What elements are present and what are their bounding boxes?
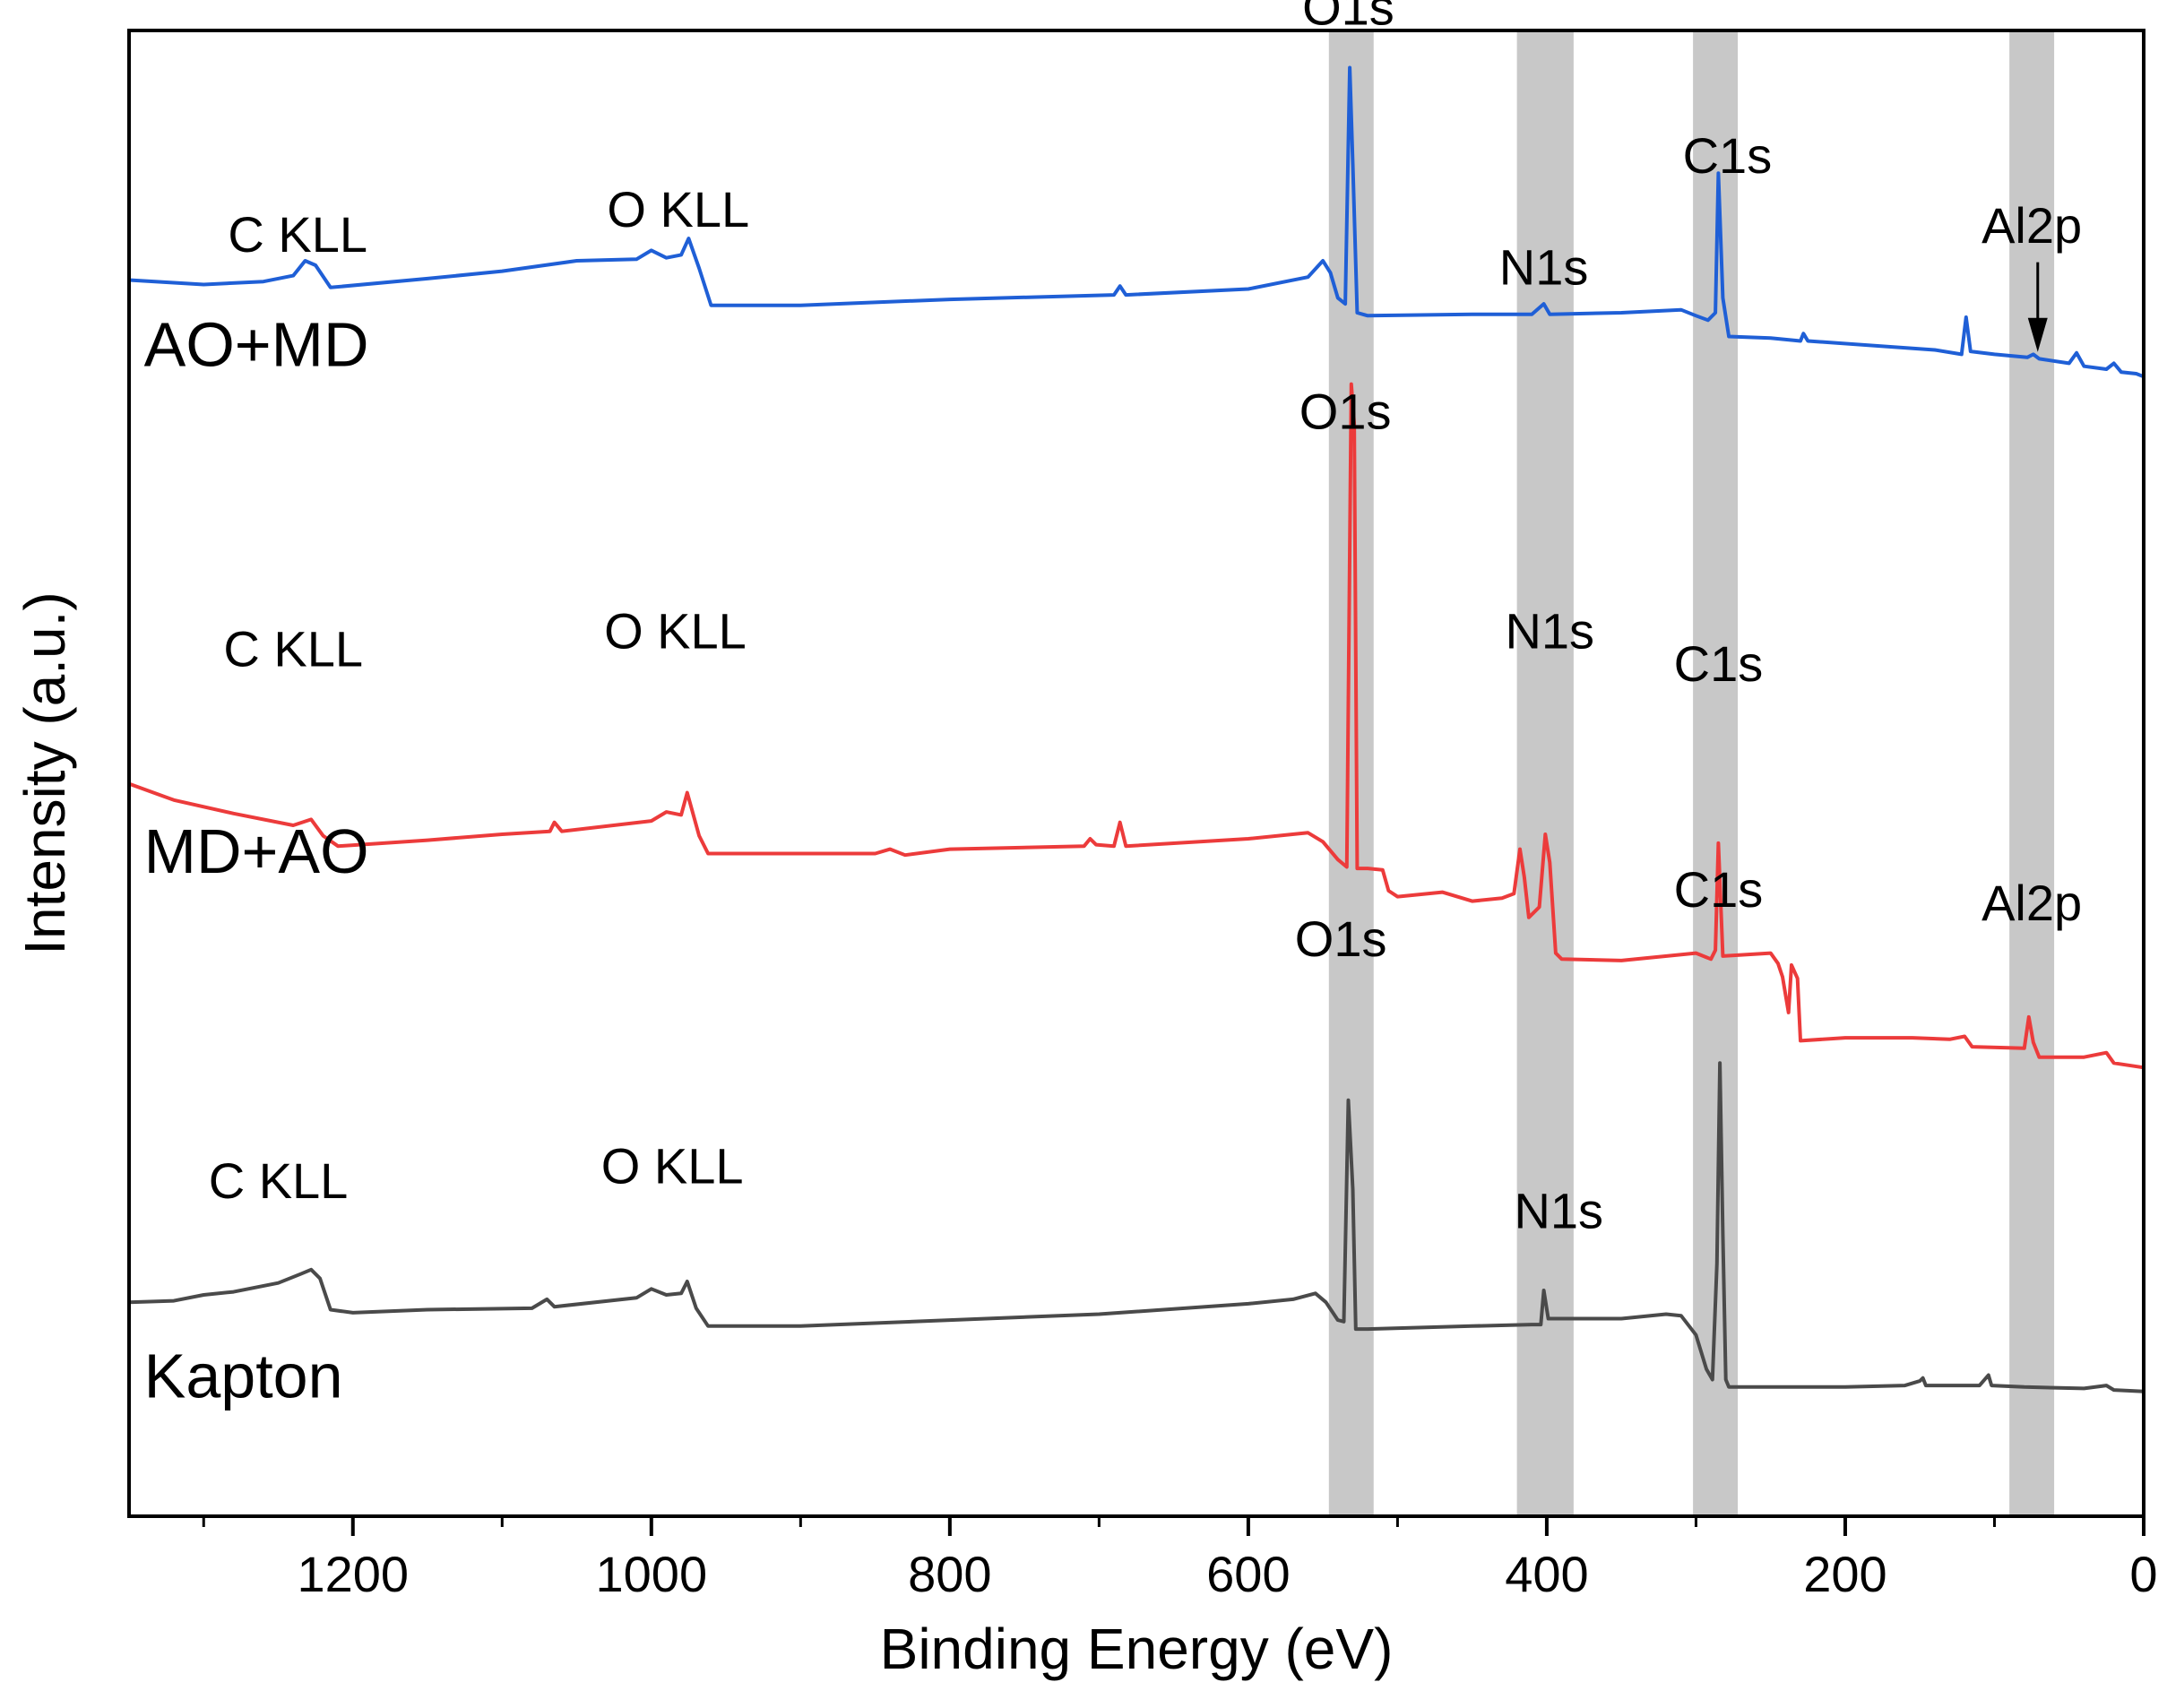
peak-annotations: O1s C1s O KLL C KLL N1s Al2p O1s O KLL C KLL N1s C… bbox=[209, 0, 2082, 1238]
plot-frame bbox=[127, 29, 2145, 1518]
peak-label-c1s: C1s bbox=[1683, 127, 1773, 184]
peak-label-o1s: O1s bbox=[1299, 383, 1392, 439]
peak-label-o-kll: O KLL bbox=[607, 181, 749, 237]
highlight-band-n1s bbox=[1516, 30, 1574, 1516]
peak-label-o-kll: O KLL bbox=[601, 1138, 744, 1195]
x-tick-label: 0 bbox=[2129, 1546, 2157, 1602]
x-tick-label: 1200 bbox=[297, 1546, 409, 1602]
peak-label-c1s: C1s bbox=[1674, 635, 1764, 692]
peak-label-n1s: N1s bbox=[1514, 1182, 1603, 1238]
series-line-kapton bbox=[128, 1061, 2145, 1393]
peak-label-c-kll: C KLL bbox=[228, 206, 367, 263]
series-line-md-ao bbox=[128, 382, 2145, 1070]
peak-label-c-kll: C KLL bbox=[223, 621, 363, 677]
highlight-band-o1s bbox=[1328, 30, 1374, 1516]
series-line-ao-md bbox=[128, 65, 2145, 379]
sample-label-kapton: Kapton bbox=[144, 1341, 343, 1410]
y-axis-title: Intensity (a.u.) bbox=[13, 591, 77, 955]
highlight-band-al2p bbox=[2009, 30, 2055, 1516]
x-tick-label: 200 bbox=[1803, 1546, 1886, 1602]
sample-label-md-ao: MD+AO bbox=[144, 816, 369, 886]
x-tick-label: 800 bbox=[908, 1546, 991, 1602]
x-tick-label: 600 bbox=[1206, 1546, 1290, 1602]
sample-label-ao-md: AO+MD bbox=[144, 310, 369, 380]
sample-labels: AO+MD MD+AO Kapton bbox=[144, 310, 369, 1411]
x-axis-title: Binding Energy (eV) bbox=[880, 1617, 1394, 1681]
x-tick-label: 1000 bbox=[596, 1546, 708, 1602]
peak-label-n1s: N1s bbox=[1505, 603, 1594, 660]
peak-label-o-kll: O KLL bbox=[604, 603, 747, 660]
arrow-head-icon bbox=[2027, 317, 2048, 352]
x-tick-label: 400 bbox=[1505, 1546, 1588, 1602]
peak-label-al2p: Al2p bbox=[1981, 197, 2082, 254]
peak-label-al2p: Al2p bbox=[1981, 875, 2082, 931]
spectra-series bbox=[128, 65, 2145, 1393]
peak-label-o1s: O1s bbox=[1302, 0, 1394, 35]
peak-label-c-kll: C KLL bbox=[209, 1152, 349, 1209]
peak-label-c1s: C1s bbox=[1674, 861, 1764, 918]
peak-label-o1s: O1s bbox=[1295, 910, 1387, 967]
axes: 1200 1000 800 600 400 200 0 bbox=[127, 29, 2158, 1602]
peak-label-n1s: N1s bbox=[1499, 239, 1589, 296]
